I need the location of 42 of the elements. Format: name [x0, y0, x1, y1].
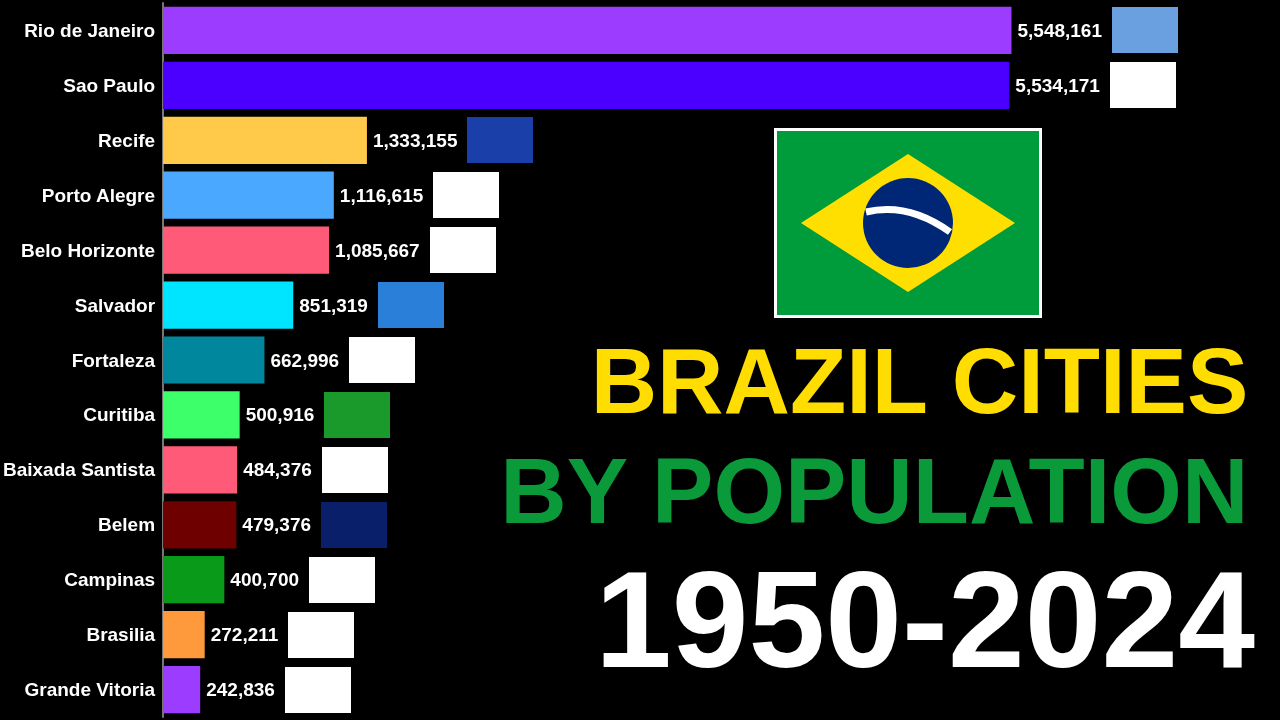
y-tick-label: Sao Paulo	[63, 74, 156, 96]
bar	[163, 6, 1012, 55]
y-tick-label: Salvador	[74, 294, 156, 316]
y-tick-label: Porto Alegre	[41, 184, 156, 206]
text: BY POPULATION	[500, 440, 1249, 542]
y-tick-label: Campinas	[64, 569, 156, 591]
data-label: 662,996	[270, 349, 340, 371]
bar	[163, 501, 237, 549]
bar	[163, 171, 334, 219]
data-label: 400,700	[230, 569, 300, 591]
bar	[163, 665, 201, 714]
data-label: 5,548,161	[1017, 19, 1103, 41]
data-label: 1,333,155	[372, 129, 458, 151]
annotation: 1950-2024	[595, 542, 1256, 696]
y-tick-label: Baixada Santista	[2, 459, 156, 481]
y-tick-label: Curitiba	[83, 404, 156, 426]
text: BRAZIL CITIES	[590, 330, 1249, 432]
y-tick-label: Belem	[98, 514, 156, 536]
data-label: 1,085,667	[335, 239, 420, 261]
bar	[163, 116, 367, 164]
bar	[163, 611, 205, 659]
y-tick-label: Belo Horizonte	[21, 239, 156, 261]
bar	[163, 281, 294, 329]
data-label: 851,319	[299, 294, 368, 316]
data-label: 272,211	[210, 624, 279, 646]
bar	[163, 391, 240, 439]
y-tick-label: Recife	[98, 129, 156, 151]
data-label: 500,916	[245, 404, 315, 426]
y-tick-label: Brasilia	[86, 624, 156, 646]
bar	[163, 556, 225, 604]
data-label: 479,376	[242, 514, 312, 536]
y-tick-label: Rio de Janeiro	[24, 19, 156, 41]
data-label: 1,116,615	[339, 184, 424, 206]
bar	[163, 336, 265, 384]
bar	[163, 226, 330, 274]
bar	[163, 61, 1010, 109]
y-tick-label: Fortaleza	[71, 349, 156, 371]
bar	[163, 446, 238, 494]
data-label: 484,376	[243, 459, 312, 481]
data-label: 242,836	[206, 679, 275, 701]
y-tick-label: Grande Vitoria	[24, 679, 156, 701]
data-label: 5,534,171	[1015, 74, 1101, 96]
